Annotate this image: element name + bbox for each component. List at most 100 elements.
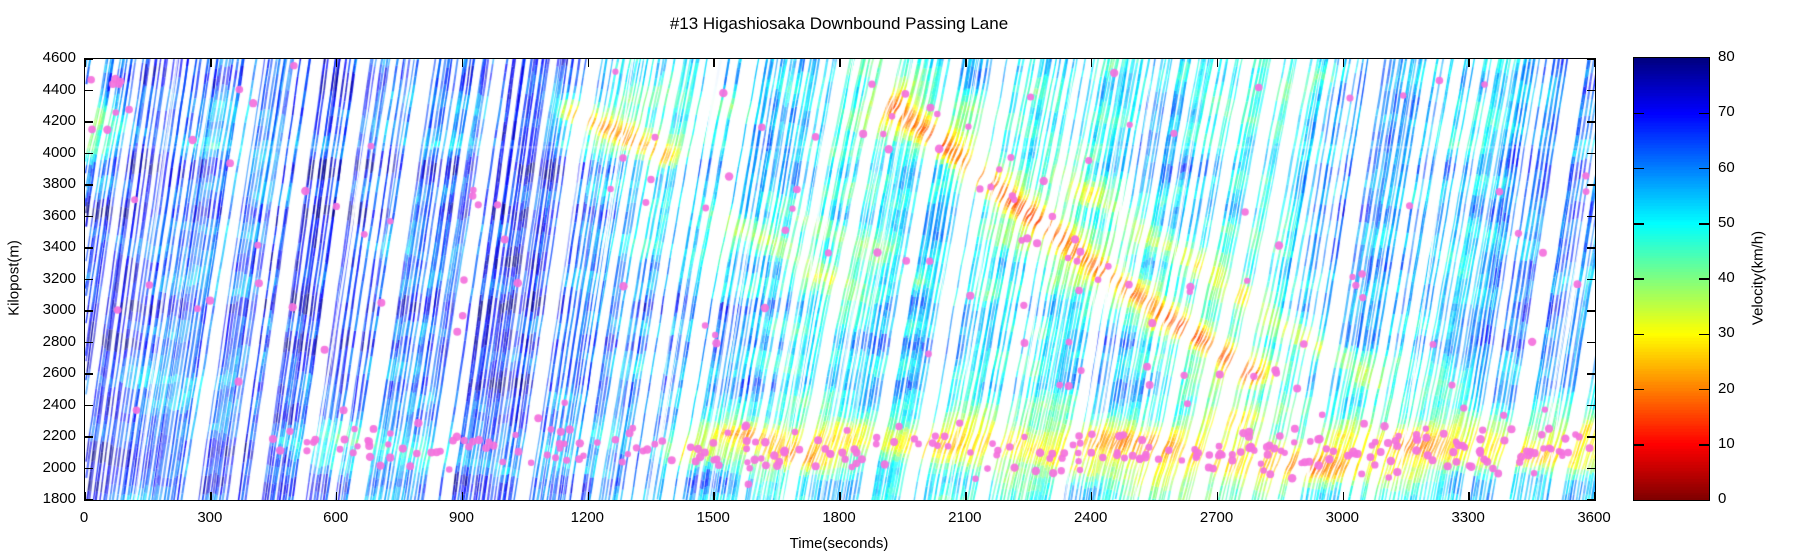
x-tick-mark-top bbox=[839, 59, 841, 67]
colorbar-tick-label: 10 bbox=[1718, 434, 1735, 452]
x-tick-label: 1800 bbox=[822, 509, 856, 526]
colorbar-tick-label: 40 bbox=[1718, 269, 1735, 286]
y-tick-label: 4000 bbox=[42, 143, 76, 161]
y-tick-mark-right bbox=[1587, 278, 1595, 281]
y-tick-mark bbox=[85, 341, 93, 344]
y-tick-mark-right bbox=[1587, 467, 1595, 470]
colorbar-tick-label: 20 bbox=[1718, 379, 1735, 397]
colorbar-tick-label: 0 bbox=[1718, 490, 1727, 507]
y-tick-label: 2200 bbox=[42, 427, 76, 444]
y-tick-mark bbox=[85, 184, 93, 186]
x-tick-label: 3300 bbox=[1451, 509, 1485, 526]
x-tick-mark bbox=[1216, 492, 1219, 500]
chart-title: #13 Higashiosaka Downbound Passing Lane bbox=[669, 14, 1009, 33]
y-tick-label: 3800 bbox=[42, 175, 76, 192]
y-tick-label: 2400 bbox=[42, 395, 76, 413]
x-tick-mark bbox=[461, 492, 464, 500]
y-tick-mark-right bbox=[1587, 152, 1595, 155]
colorbar-tick-mark bbox=[1634, 278, 1644, 280]
y-tick-mark bbox=[85, 404, 93, 407]
colorbar-tick-mark-right bbox=[1699, 167, 1709, 170]
x-tick-mark-top bbox=[1468, 59, 1470, 67]
x-tick-mark-top bbox=[1342, 59, 1345, 67]
colorbar-tick-mark bbox=[1634, 167, 1644, 170]
x-tick-mark-top bbox=[461, 59, 464, 67]
y-tick-mark-right bbox=[1587, 215, 1595, 218]
y-tick-label: 2800 bbox=[42, 332, 76, 350]
x-tick-mark-top bbox=[587, 59, 590, 67]
x-tick-label: 1200 bbox=[570, 509, 605, 526]
colorbar-tick-mark-right bbox=[1699, 278, 1709, 280]
x-tick-mark-top bbox=[713, 59, 715, 67]
y-tick-mark bbox=[85, 467, 93, 470]
colorbar-tick-mark-right bbox=[1699, 444, 1709, 446]
x-tick-mark bbox=[1342, 492, 1345, 500]
y-tick-mark-right bbox=[1587, 310, 1595, 312]
colorbar-tick-mark bbox=[1634, 444, 1644, 446]
y-tick-mark-right bbox=[1587, 58, 1595, 60]
colorbar-tick-mark-right bbox=[1699, 333, 1709, 335]
colorbar-tick-label: 50 bbox=[1718, 213, 1735, 231]
y-tick-mark bbox=[85, 121, 93, 123]
y-tick-mark-right bbox=[1587, 247, 1595, 249]
x-tick-mark-top bbox=[210, 59, 212, 67]
x-tick-label: 600 bbox=[323, 509, 349, 526]
y-tick-mark bbox=[85, 310, 93, 312]
x-tick-mark-top bbox=[84, 59, 86, 67]
y-tick-label: 2000 bbox=[42, 458, 76, 476]
colorbar bbox=[1633, 57, 1710, 501]
x-tick-mark bbox=[839, 492, 841, 500]
y-tick-mark bbox=[85, 89, 93, 92]
y-tick-mark bbox=[85, 373, 93, 375]
colorbar-tick-label: 70 bbox=[1718, 103, 1735, 121]
y-tick-label: 3000 bbox=[42, 301, 76, 318]
y-tick-label: 3200 bbox=[42, 269, 76, 287]
y-tick-mark bbox=[85, 152, 93, 155]
x-tick-mark bbox=[335, 492, 338, 500]
x-tick-label: 300 bbox=[197, 509, 223, 526]
y-tick-mark bbox=[85, 215, 93, 218]
x-tick-mark bbox=[1090, 492, 1093, 500]
colorbar-tick-mark bbox=[1634, 112, 1644, 114]
x-tick-label: 0 bbox=[79, 509, 89, 526]
x-tick-mark bbox=[84, 492, 86, 500]
y-tick-mark bbox=[85, 436, 93, 438]
y-tick-mark-right bbox=[1587, 184, 1595, 186]
x-tick-mark bbox=[210, 492, 212, 500]
colorbar-gradient-canvas bbox=[1634, 58, 1709, 500]
x-tick-mark bbox=[1594, 492, 1596, 500]
y-tick-label: 2600 bbox=[42, 364, 76, 381]
x-tick-mark-top bbox=[1216, 59, 1219, 67]
y-tick-mark-right bbox=[1587, 404, 1595, 407]
y-tick-mark bbox=[85, 247, 93, 249]
y-tick-mark-right bbox=[1587, 436, 1595, 438]
y-tick-label: 4200 bbox=[42, 112, 76, 129]
y-tick-label: 3400 bbox=[42, 238, 76, 255]
x-tick-label: 900 bbox=[448, 509, 475, 526]
plot-area bbox=[84, 58, 1596, 501]
colorbar-tick-label: 30 bbox=[1718, 324, 1735, 342]
x-tick-label: 3600 bbox=[1577, 509, 1611, 526]
x-tick-label: 1500 bbox=[696, 509, 730, 526]
y-tick-label: 3600 bbox=[42, 206, 76, 224]
y-tick-label: 4600 bbox=[42, 49, 76, 66]
heatmap-canvas bbox=[85, 59, 1595, 500]
y-tick-mark bbox=[85, 278, 93, 281]
x-tick-mark-top bbox=[1090, 59, 1093, 67]
y-tick-mark-right bbox=[1587, 121, 1595, 123]
x-tick-mark-top bbox=[335, 59, 338, 67]
colorbar-tick-label: 60 bbox=[1718, 158, 1735, 176]
x-tick-mark bbox=[713, 492, 715, 500]
y-tick-mark-right bbox=[1587, 499, 1595, 501]
y-tick-mark-right bbox=[1587, 341, 1595, 344]
x-tick-mark-top bbox=[1594, 59, 1596, 67]
y-tick-mark-right bbox=[1587, 373, 1595, 375]
x-tick-mark bbox=[1468, 492, 1470, 500]
x-tick-label: 2100 bbox=[948, 509, 982, 526]
colorbar-tick-mark bbox=[1634, 388, 1644, 391]
x-tick-mark bbox=[587, 492, 590, 500]
x-tick-label: 2700 bbox=[1199, 509, 1234, 526]
colorbar-tick-mark-right bbox=[1699, 388, 1709, 391]
colorbar-tick-mark bbox=[1634, 223, 1644, 225]
